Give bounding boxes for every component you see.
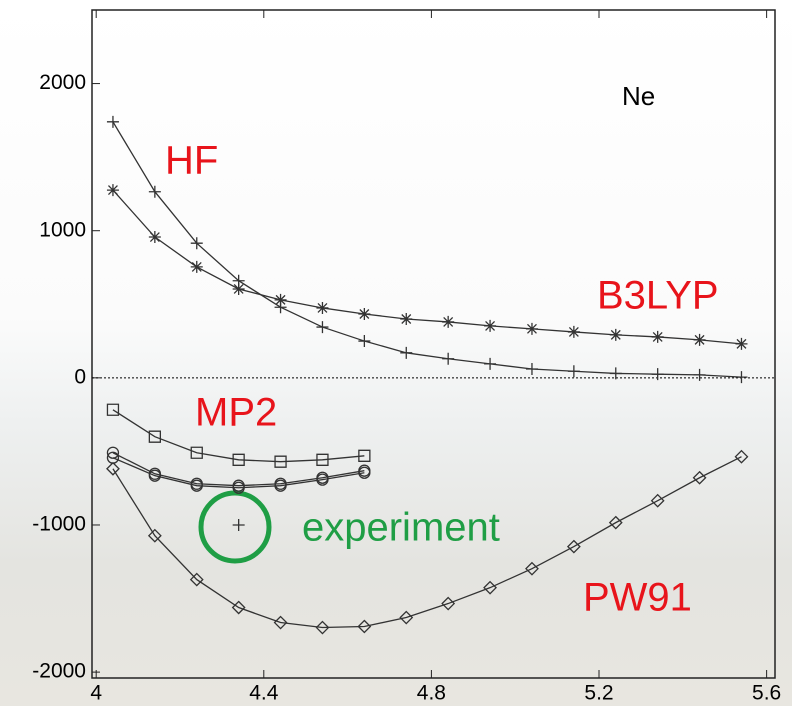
- marker-square: [190, 446, 203, 459]
- y-tick-label: 0: [74, 365, 86, 388]
- y-tick-label: -1000: [32, 513, 86, 536]
- y-tick-label: 1000: [39, 218, 86, 241]
- x-tick-label: 4.4: [249, 682, 279, 705]
- marker-plus: [525, 363, 538, 376]
- x-tick-label: 4.8: [417, 682, 446, 705]
- marker-star: [735, 337, 748, 350]
- marker-star: [651, 330, 664, 343]
- marker-plus: [693, 368, 706, 381]
- marker-diamond: [357, 619, 372, 634]
- experiment-circle: [198, 490, 272, 564]
- marker-plus: [651, 368, 664, 381]
- series-line: [112, 189, 742, 345]
- marker-star: [693, 333, 706, 346]
- marker-diamond: [483, 580, 497, 595]
- marker-circle: [316, 473, 329, 486]
- annotation: PW91: [583, 576, 692, 620]
- marker-plus: [358, 335, 371, 348]
- marker-plus: [232, 518, 245, 531]
- marker-star: [525, 322, 538, 335]
- series-line: [112, 452, 365, 487]
- series-line: [112, 456, 742, 629]
- marker-diamond: [106, 461, 120, 476]
- marker-circle: [106, 451, 120, 464]
- marker-star: [316, 301, 329, 314]
- marker-circle: [190, 479, 203, 492]
- marker-star: [400, 312, 413, 325]
- marker-diamond: [315, 620, 330, 635]
- marker-diamond: [692, 470, 707, 485]
- x-tick-label: 4: [90, 682, 102, 705]
- marker-star: [148, 231, 161, 244]
- marker-square: [316, 453, 329, 466]
- marker-diamond: [734, 449, 749, 464]
- marker-star: [190, 260, 203, 273]
- marker-star: [232, 282, 245, 295]
- series-line: [112, 409, 365, 463]
- marker-star: [274, 293, 287, 306]
- annotation: MP2: [195, 391, 277, 435]
- marker-star: [567, 325, 580, 338]
- marker-square: [358, 449, 371, 462]
- marker-diamond: [608, 515, 623, 530]
- marker-diamond: [566, 539, 581, 554]
- marker-circle: [274, 479, 287, 492]
- annotation: Ne: [622, 81, 655, 111]
- series-line: [112, 121, 742, 378]
- marker-square: [274, 455, 287, 468]
- marker-diamond: [399, 610, 414, 625]
- marker-circle: [148, 469, 162, 482]
- marker-plus: [735, 371, 748, 384]
- marker-star: [609, 328, 622, 341]
- marker-circle: [358, 466, 371, 479]
- marker-plus: [400, 346, 413, 359]
- marker-diamond: [189, 572, 204, 587]
- series-line: [112, 457, 365, 489]
- marker-plus: [484, 357, 497, 370]
- marker-plus: [190, 237, 203, 250]
- marker-diamond: [441, 596, 456, 611]
- y-tick-label: -2000: [32, 660, 86, 683]
- marker-star: [442, 315, 455, 328]
- marker-square: [148, 430, 162, 443]
- annotation: experiment: [302, 506, 500, 550]
- marker-diamond: [525, 561, 539, 576]
- x-tick-label: 5.6: [752, 682, 781, 705]
- marker-plus: [148, 185, 161, 198]
- marker-circle: [232, 481, 245, 494]
- marker-circle: [106, 446, 120, 459]
- y-tick-label: 2000: [39, 71, 86, 94]
- annotation: HF: [165, 139, 218, 183]
- marker-plus: [442, 352, 455, 365]
- marker-plus: [106, 115, 119, 128]
- marker-diamond: [650, 493, 665, 508]
- marker-star: [106, 184, 119, 197]
- plot-frame: [91, 9, 776, 679]
- marker-square: [106, 403, 120, 416]
- marker-diamond: [273, 615, 288, 630]
- marker-plus: [609, 367, 622, 380]
- marker-star: [484, 319, 497, 332]
- marker-plus: [316, 321, 329, 334]
- marker-diamond: [147, 528, 162, 543]
- marker-star: [358, 307, 371, 320]
- marker-square: [232, 453, 245, 466]
- x-tick-label: 5.2: [584, 682, 613, 705]
- marker-diamond: [231, 600, 246, 615]
- annotation: B3LYP: [597, 274, 719, 318]
- marker-plus: [567, 365, 580, 378]
